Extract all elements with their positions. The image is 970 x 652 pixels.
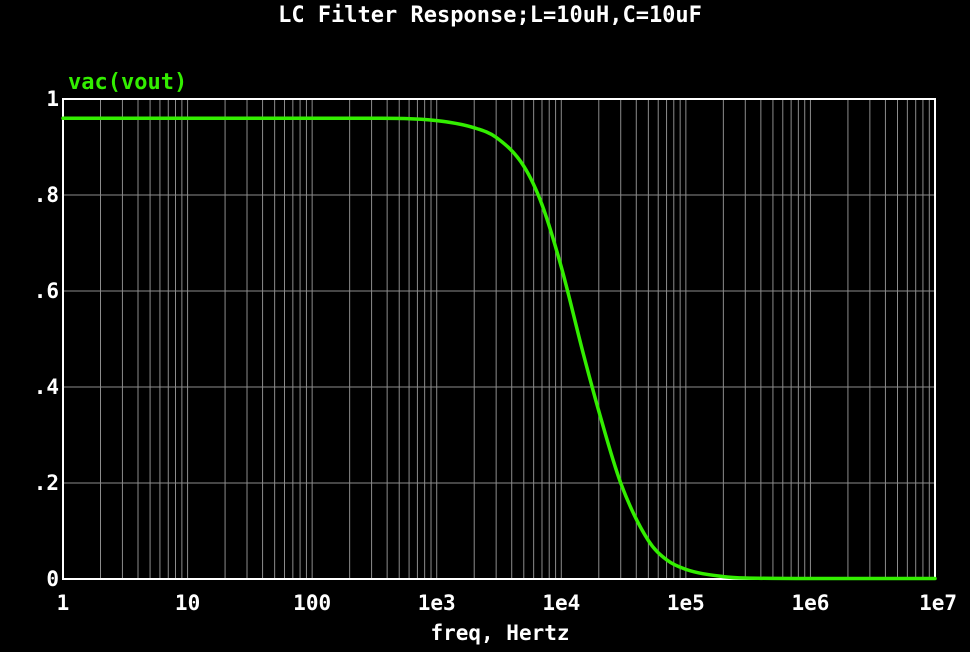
y-tick-label: .6 (34, 279, 59, 303)
x-tick-label: 1e4 (542, 591, 580, 615)
y-tick-label: 0 (46, 567, 59, 591)
x-axis-label: freq, Hertz (430, 621, 569, 645)
x-tick-label: 1e3 (418, 591, 456, 615)
grid-layer (62, 98, 935, 580)
y-tick-label: .2 (34, 471, 59, 495)
x-tick-label: 1e6 (791, 591, 829, 615)
x-tick-label: 10 (175, 591, 200, 615)
x-tick-labels: 1 10 100 1e3 1e4 1e5 1e6 1e7 (57, 591, 957, 615)
x-tick-label: 100 (293, 591, 331, 615)
x-tick-label: 1e5 (667, 591, 705, 615)
series-layer (61, 116, 937, 581)
legend-label-vac-vout: vac(vout) (68, 70, 187, 95)
chart-title: LC Filter Response;L=10uH,C=10uF (278, 3, 702, 28)
x-tick-label: 1e7 (919, 591, 957, 615)
y-tick-label: .8 (34, 183, 59, 207)
x-tick-label: 1 (57, 591, 70, 615)
y-tick-labels: 0 .2 .4 .6 .8 1 (34, 87, 59, 591)
plot-frame (62, 98, 936, 580)
y-tick-label: 1 (46, 87, 59, 111)
y-tick-label: .4 (34, 375, 59, 399)
series-line-vac-vout (61, 116, 937, 581)
